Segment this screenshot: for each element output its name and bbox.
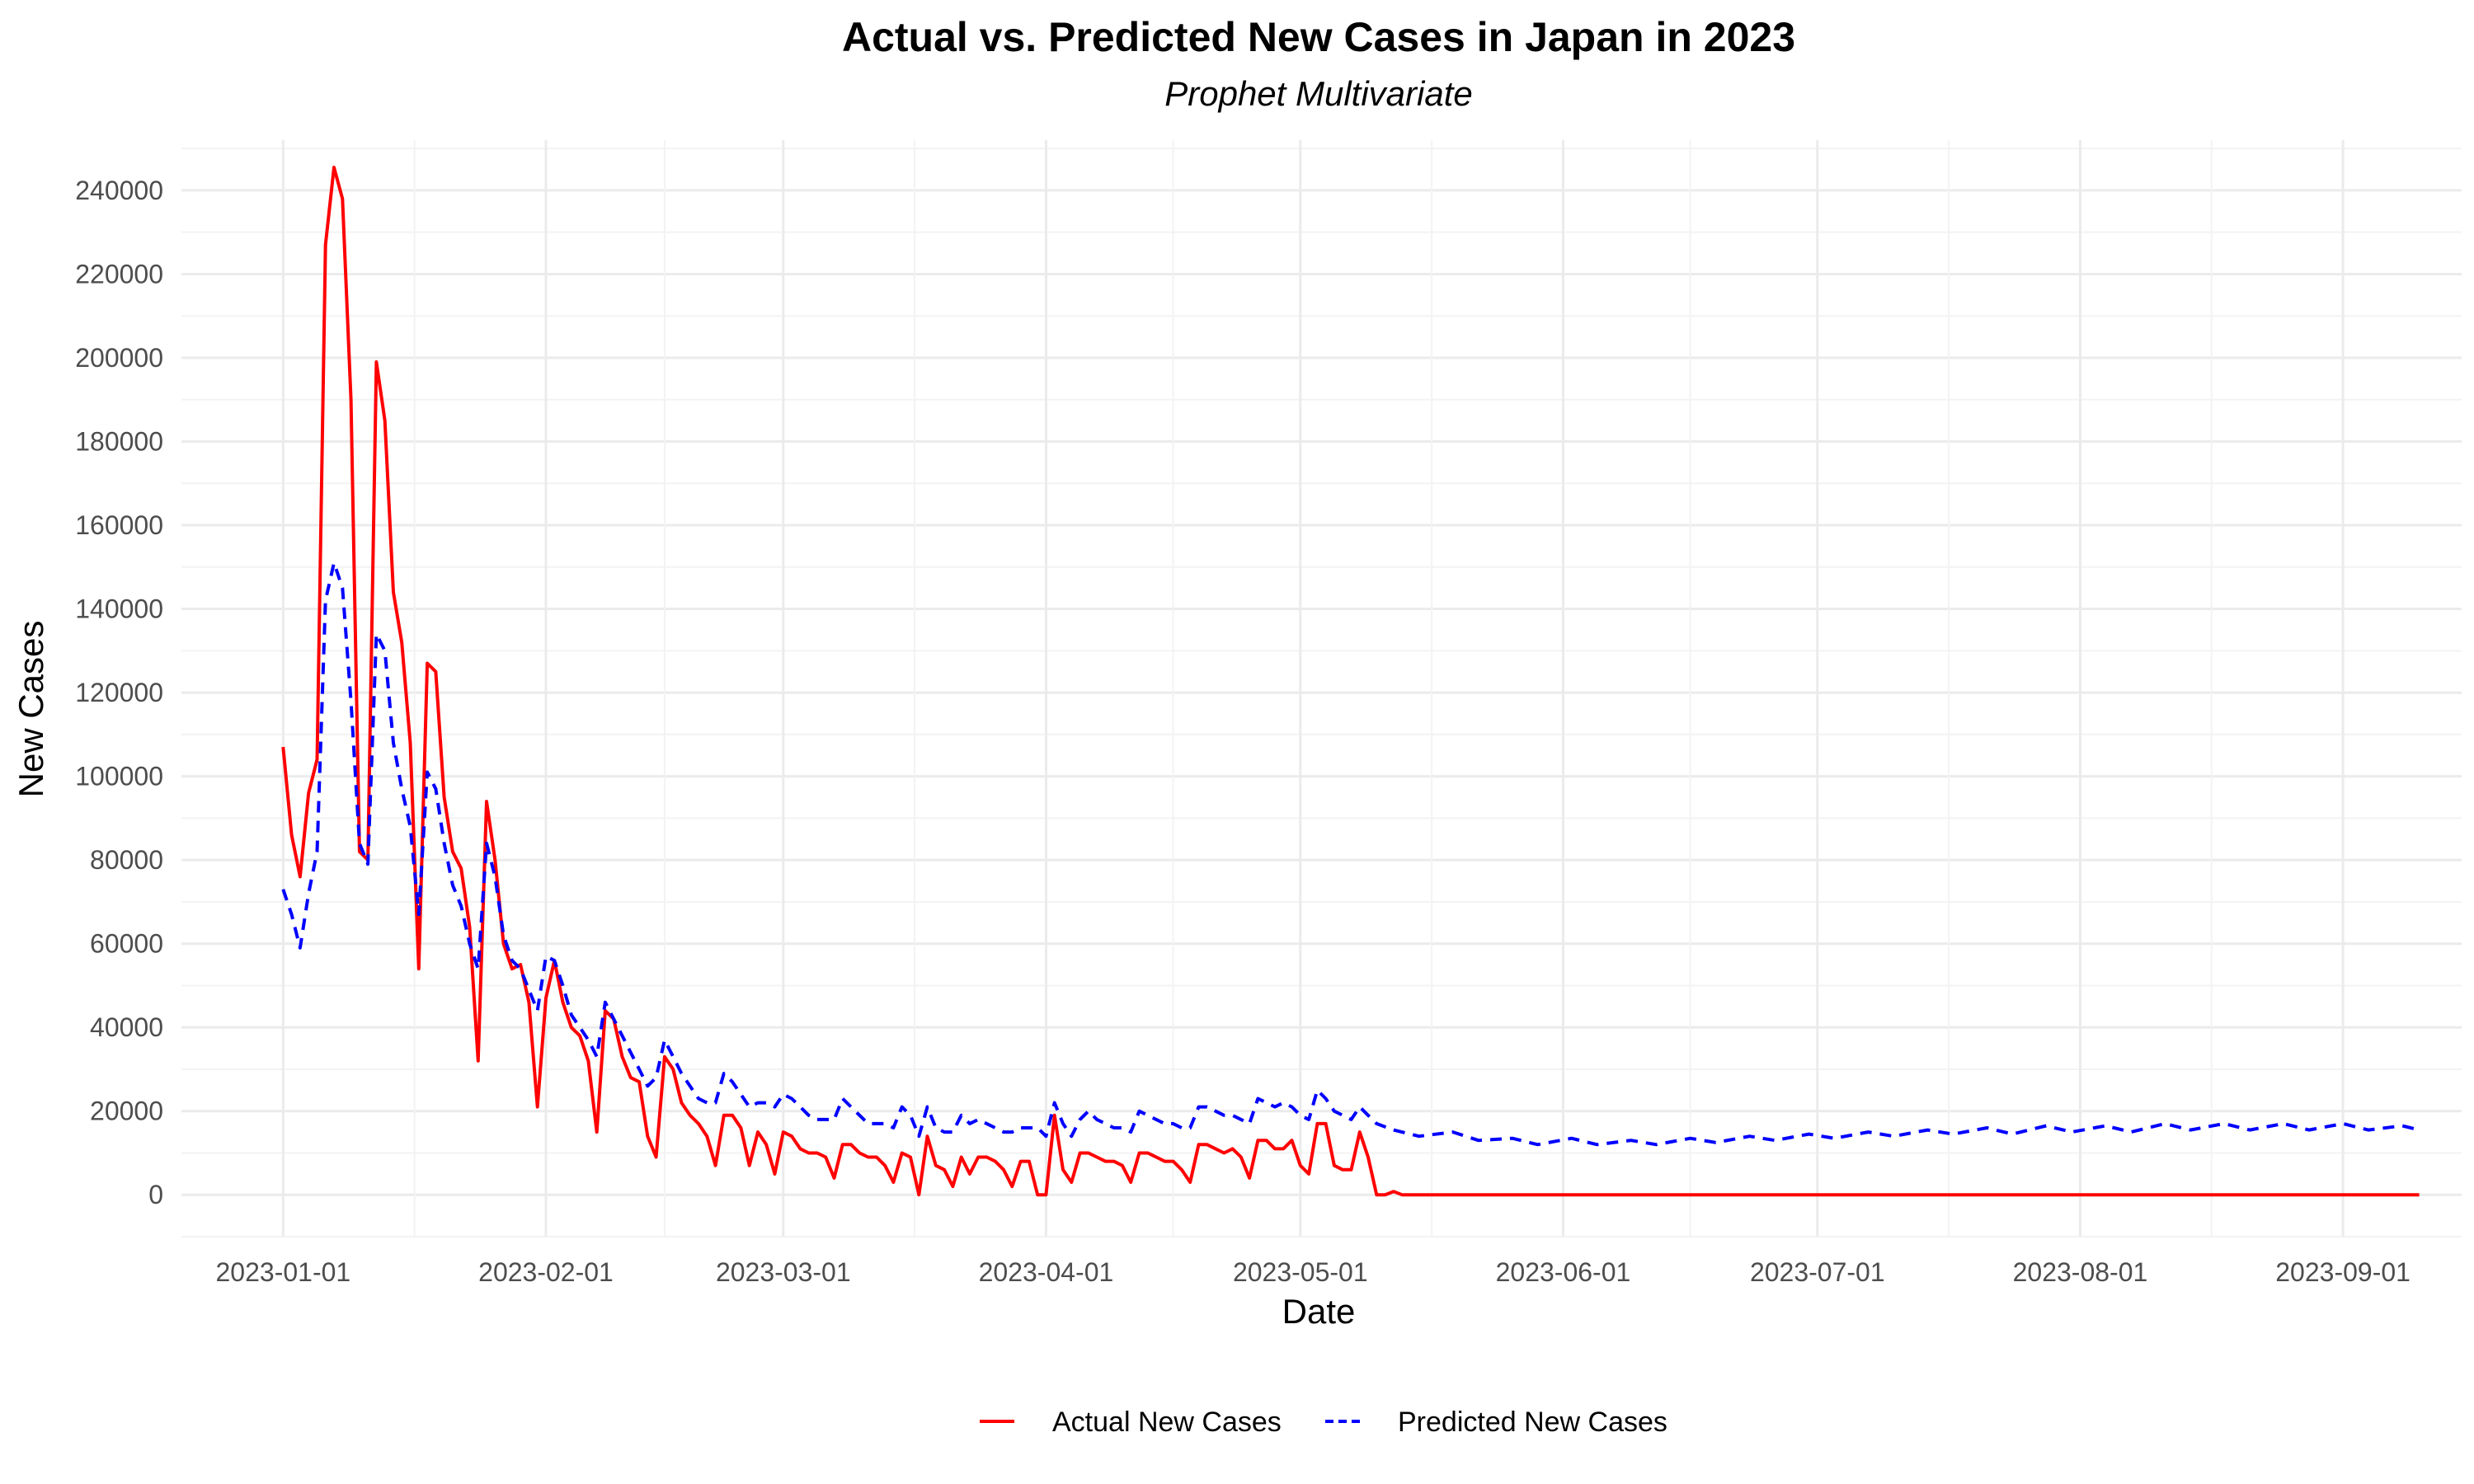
y-tick-label: 20000 xyxy=(90,1097,163,1126)
x-tick-label: 2023-05-01 xyxy=(1233,1257,1368,1287)
legend-label-2: Predicted New Cases xyxy=(1398,1407,1667,1438)
y-tick-label: 80000 xyxy=(90,845,163,875)
y-tick-label: 60000 xyxy=(90,929,163,959)
y-tick-label: 180000 xyxy=(75,426,163,456)
y-tick-label: 240000 xyxy=(75,176,163,205)
y-tick-label: 200000 xyxy=(75,343,163,373)
grid xyxy=(181,140,2462,1237)
x-tick-label: 2023-02-01 xyxy=(478,1257,614,1287)
y-axis-title: New Cases xyxy=(12,621,50,798)
x-tick-label: 2023-04-01 xyxy=(979,1257,1114,1287)
y-tick-label: 160000 xyxy=(75,510,163,540)
y-tick-label: 140000 xyxy=(75,594,163,624)
y-tick-label: 0 xyxy=(148,1180,163,1209)
y-axis-ticks: 0 20000 40000 60000 80000 100000 120000 140000 1… xyxy=(75,176,163,1209)
legend-label-1: Actual New Cases xyxy=(1052,1407,1282,1438)
x-tick-label: 2023-08-01 xyxy=(2013,1257,2148,1287)
y-tick-label: 120000 xyxy=(75,678,163,707)
series-layer xyxy=(281,166,2420,1197)
y-tick-label: 100000 xyxy=(75,762,163,791)
y-tick-label: 220000 xyxy=(75,259,163,289)
x-tick-label: 2023-07-01 xyxy=(1750,1257,1885,1287)
chart-subtitle: Prophet Multivariate xyxy=(1164,74,1473,113)
x-tick-label: 2023-06-01 xyxy=(1496,1257,1631,1287)
x-tick-label: 2023-01-01 xyxy=(216,1257,351,1287)
x-tick-label: 2023-03-01 xyxy=(716,1257,851,1287)
legend: Actual New Cases Predicted New Cases xyxy=(980,1407,1667,1438)
x-axis-ticks: 2023-01-01 2023-02-01 2023-03-01 2023-04-01… xyxy=(216,1257,2411,1287)
y-tick-label: 40000 xyxy=(90,1012,163,1042)
chart-title: Actual vs. Predicted New Cases in Japan … xyxy=(842,14,1795,60)
series-line-2 xyxy=(281,561,2420,1147)
x-axis-title: Date xyxy=(1282,1292,1356,1331)
x-tick-label: 2023-09-01 xyxy=(2275,1257,2411,1287)
series-line-1 xyxy=(281,166,2420,1197)
